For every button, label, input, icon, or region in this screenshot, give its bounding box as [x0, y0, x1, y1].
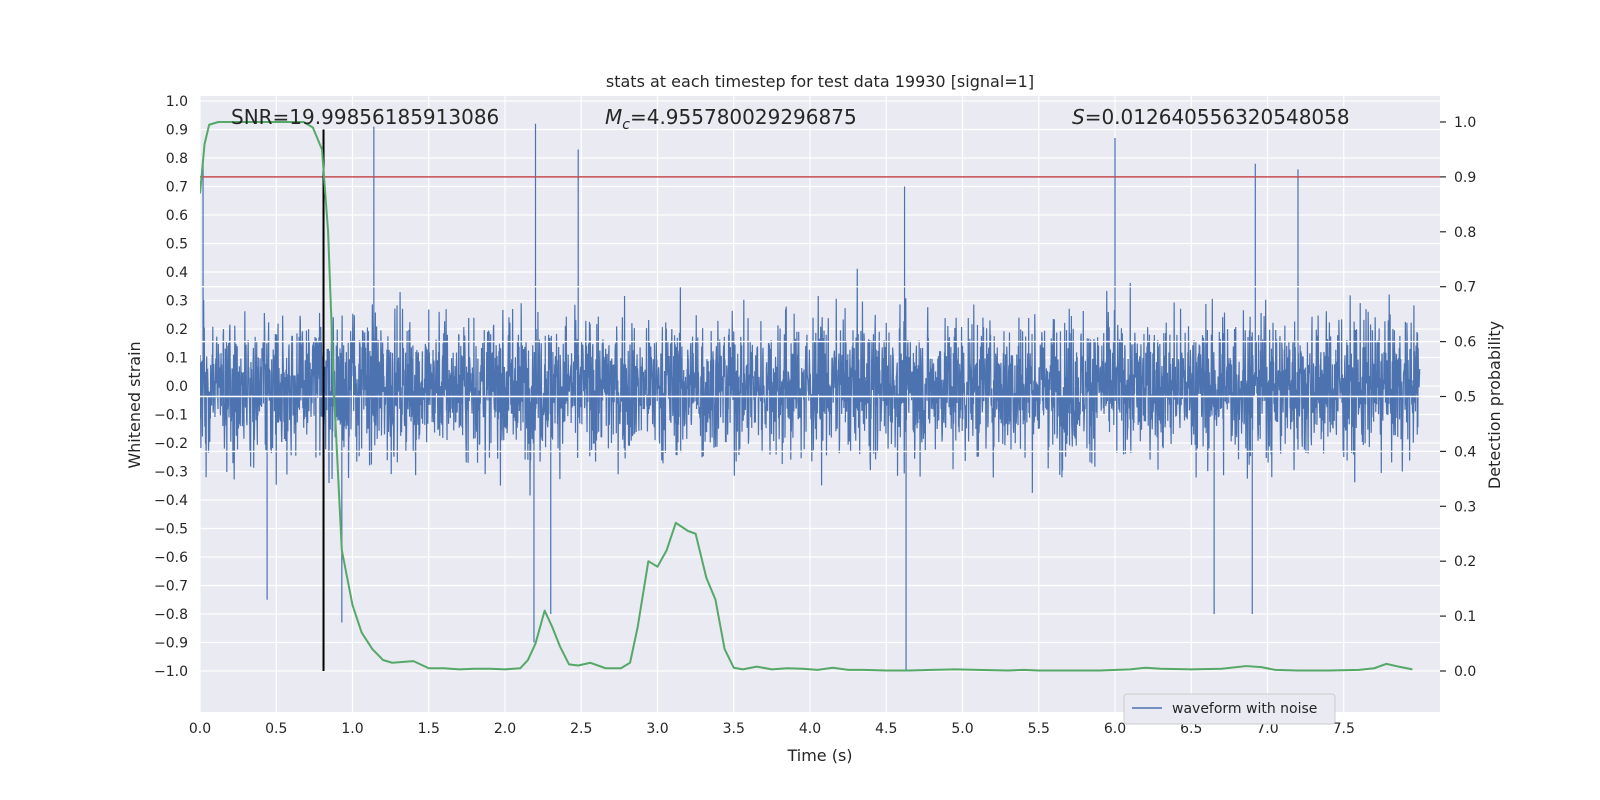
- y-tick-label: 0.5: [166, 237, 188, 253]
- y-tick-label: 0.8: [166, 151, 188, 167]
- s-annotation: S=0.012640556320548058: [1072, 105, 1350, 129]
- y2-tick-label: 0.9: [1454, 170, 1476, 186]
- x-tick-label: 5.0: [951, 721, 973, 737]
- y-tick-label: −0.7: [154, 579, 188, 595]
- x-tick-label: 0.5: [265, 721, 287, 737]
- y-tick-label: 0.3: [166, 294, 188, 310]
- x-axis-ticks: 0.0 0.5 1.0 1.5 2.0 2.5 3.0 3.5 4.0 4.5 5.0 5.5 6.0 6…: [189, 721, 1355, 737]
- x-tick-label: 4.5: [875, 721, 897, 737]
- legend-label: waveform with noise: [1172, 701, 1317, 717]
- chirp-mass-annotation: Mc=4.955780029296875: [605, 105, 857, 133]
- x-axis-label: Time (s): [786, 746, 852, 765]
- y-tick-label: −0.8: [154, 607, 188, 623]
- y2-tick-label: 0.4: [1454, 444, 1476, 460]
- x-tick-label: 0.0: [189, 721, 211, 737]
- x-tick-label: 5.5: [1028, 721, 1050, 737]
- y-tick-label: −0.3: [154, 465, 188, 481]
- legend: waveform with noise: [1123, 693, 1336, 725]
- y-tick-label: 0.7: [166, 180, 188, 196]
- y-tick-label: −0.1: [154, 408, 188, 424]
- x-tick-label: 3.5: [723, 721, 745, 737]
- y2-tick-label: 0.0: [1454, 664, 1476, 680]
- y-tick-label: 0.2: [166, 322, 188, 338]
- x-tick-label: 7.5: [1333, 721, 1355, 737]
- chart-title: stats at each timestep for test data 199…: [606, 72, 1034, 91]
- y2-tick-label: 1.0: [1454, 115, 1476, 131]
- x-tick-label: 6.5: [1180, 721, 1202, 737]
- y2-tick-label: 0.6: [1454, 335, 1476, 351]
- y-tick-label: −0.9: [154, 636, 188, 652]
- y2-tick-label: 0.8: [1454, 225, 1476, 241]
- waveform-series: [200, 123, 1421, 671]
- x-tick-label: 4.0: [799, 721, 821, 737]
- y-tick-label: 1.0: [166, 94, 188, 110]
- y2-tick-label: 0.2: [1454, 554, 1476, 570]
- y-tick-label: −0.5: [154, 522, 188, 538]
- y-tick-label: −0.6: [154, 550, 188, 566]
- x-tick-label: 7.0: [1256, 721, 1278, 737]
- y-tick-label: −0.2: [154, 436, 188, 452]
- y-tick-label: 0.4: [166, 265, 188, 281]
- y-axis-label: Whitened strain: [125, 341, 144, 468]
- y2-tick-label: 0.3: [1454, 499, 1476, 515]
- x-tick-label: 2.5: [570, 721, 592, 737]
- x-tick-label: 1.5: [418, 721, 440, 737]
- x-tick-label: 2.0: [494, 721, 516, 737]
- y2-tick-label: 0.7: [1454, 280, 1476, 296]
- y-tick-label: −1.0: [154, 664, 188, 680]
- x-tick-label: 3.0: [646, 721, 668, 737]
- x-tick-label: 1.0: [341, 721, 363, 737]
- x-tick-label: 6.0: [1104, 721, 1126, 737]
- y2-axis-ticks: 1.0 0.9 0.8 0.7 0.6 0.5 0.4 0.3 0.2 0.1 0.0: [1440, 115, 1476, 680]
- y-tick-label: 0.9: [166, 123, 188, 139]
- legend-box: [1123, 693, 1336, 725]
- y-tick-label: 0.0: [166, 379, 188, 395]
- y2-tick-label: 0.1: [1454, 609, 1476, 625]
- snr-annotation: SNR=19.99856185913086: [231, 105, 499, 129]
- y-axis-ticks: 1.0 0.9 0.8 0.7 0.6 0.5 0.4 0.3 0.2 0.1 0.0 −0.1 −0.…: [154, 94, 188, 680]
- y-tick-label: −0.4: [154, 493, 188, 509]
- y-tick-label: 0.6: [166, 208, 188, 224]
- y2-axis-label: Detection probability: [1485, 321, 1504, 489]
- y-tick-label: 0.1: [166, 351, 188, 367]
- y2-tick-label: 0.5: [1454, 390, 1476, 406]
- detection-probability-series: [200, 121, 1413, 672]
